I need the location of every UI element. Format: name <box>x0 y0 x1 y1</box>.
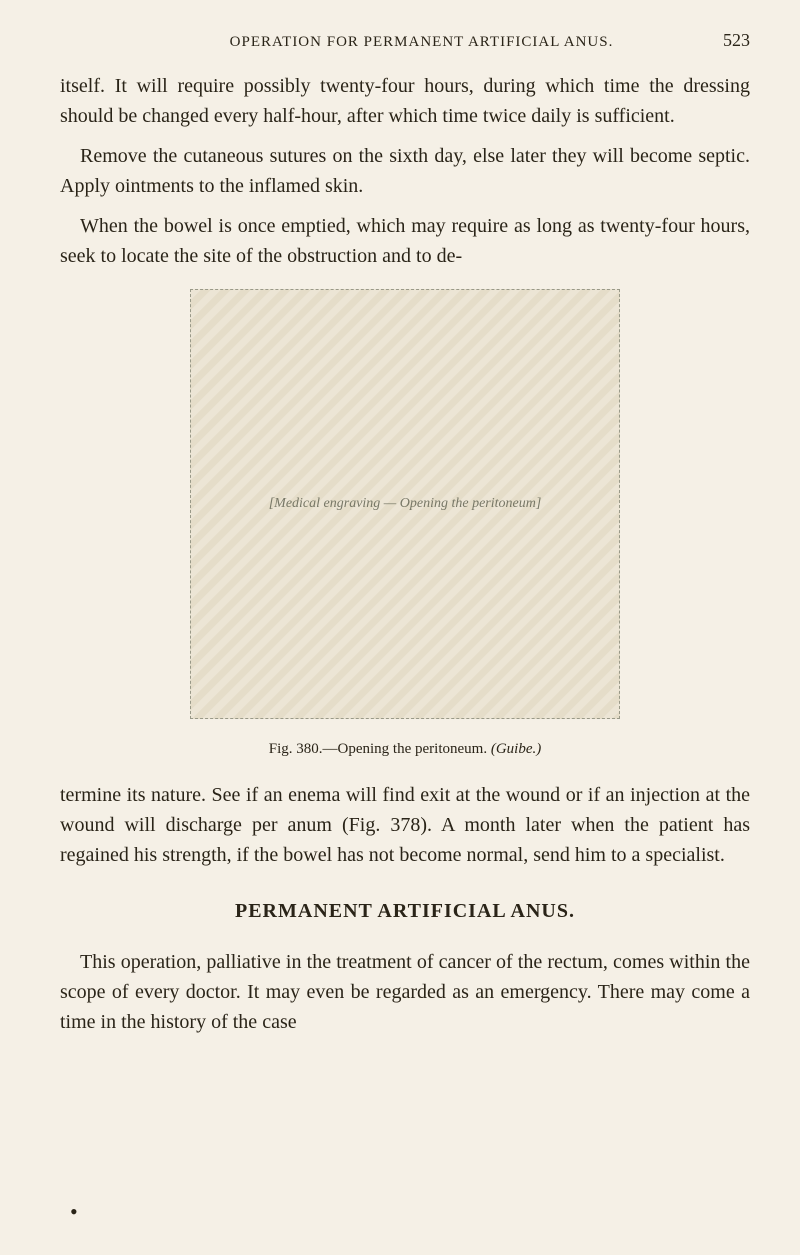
paragraph-2: Remove the cutaneous sutures on the sixt… <box>60 141 750 201</box>
paragraph-4: termine its nature. See if an enema will… <box>60 780 750 870</box>
running-head: OPERATION FOR PERMANENT ARTIFICIAL ANUS. <box>60 34 723 51</box>
page-number: 523 <box>723 30 750 51</box>
figure-image: [Medical engraving — Opening the periton… <box>190 289 620 719</box>
paragraph-5: This operation, palliative in the treatm… <box>60 947 750 1037</box>
footer-bullet: • <box>70 1199 78 1225</box>
figure-caption-attribution: (Guibe.) <box>491 741 541 757</box>
figure-caption-text: Fig. 380.—Opening the peritoneum. <box>269 741 491 757</box>
paragraph-3: When the bowel is once emptied, which ma… <box>60 211 750 271</box>
section-heading: PERMANENT ARTIFICIAL ANUS. <box>60 900 750 923</box>
page-header: OPERATION FOR PERMANENT ARTIFICIAL ANUS.… <box>60 30 750 51</box>
paragraph-1: itself. It will require possibly twenty-… <box>60 71 750 131</box>
figure-caption: Fig. 380.—Opening the peritoneum. (Guibe… <box>269 741 541 758</box>
figure-container: [Medical engraving — Opening the periton… <box>60 289 750 758</box>
